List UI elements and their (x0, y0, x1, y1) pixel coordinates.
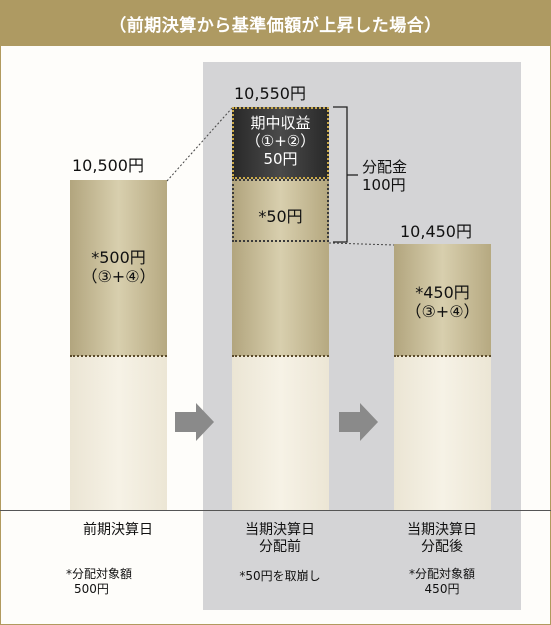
column-before-caption: 当期決算日 分配前 (210, 522, 350, 556)
income-label-line1: 期中収益 (250, 114, 311, 132)
after-bar-principal (394, 356, 491, 510)
before-bar-distributable (232, 242, 329, 356)
after-bar-label: *450円 （③+④） (394, 283, 491, 321)
column-before-title: 当期決算日 (245, 522, 315, 538)
distribution-label-line1: 分配金 (362, 158, 408, 176)
column-prev-note-line2: 500円 (74, 582, 109, 596)
after-bar-distributable (394, 244, 491, 356)
baseline (0, 510, 551, 511)
column-prev-note-line1: *分配対象額 (66, 567, 133, 581)
prev-bar-label: *500円 （③+④） (70, 248, 167, 286)
income-label-line3: 50円 (263, 150, 298, 168)
column-after-note-line2: 450円 (424, 582, 460, 596)
column-after-caption: 当期決算日 分配後 (372, 522, 512, 556)
before-bar-income (232, 107, 329, 179)
prev-bar-distributable (70, 180, 167, 356)
distribution-label-line2: 100円 (362, 176, 406, 194)
before-bar-drawdown (232, 179, 329, 242)
prev-bar-label-line2: （③+④） (81, 267, 156, 286)
column-prev-caption: 前期決算日 (48, 522, 188, 539)
income-label: 期中収益 （①+②） 50円 (232, 114, 329, 168)
diagram-title: （前期決算から基準価額が上昇した場合） (0, 0, 551, 46)
after-bar-label-line1: *450円 (415, 283, 470, 302)
column-before-note: *50円を取崩し (239, 569, 321, 583)
column-after-note: *分配対象額 450円 (372, 567, 512, 597)
before-price: 10,550円 (234, 84, 306, 103)
prev-price: 10,500円 (72, 156, 144, 175)
column-prev-title: 前期決算日 (83, 522, 153, 538)
column-prev-note: *分配対象額 500円 (66, 567, 132, 597)
prev-bar-label-line1: *500円 (91, 248, 146, 267)
column-after-title: 当期決算日 (407, 522, 477, 538)
column-before-sub: 分配前 (259, 539, 301, 555)
after-price: 10,450円 (400, 222, 472, 241)
after-bar-label-line2: （③+④） (405, 302, 480, 321)
column-after-sub: 分配後 (421, 539, 463, 555)
drawdown-label: *50円 (258, 207, 303, 226)
distribution-label: 分配金 100円 (362, 158, 407, 194)
before-bar-divider (232, 355, 329, 357)
prev-bar-principal (70, 356, 167, 510)
after-bar-divider (394, 355, 491, 357)
column-after-note-line1: *分配対象額 (408, 567, 475, 581)
before-bar-principal (232, 356, 329, 510)
prev-bar-divider (70, 355, 167, 357)
income-label-line2: （①+②） (245, 132, 316, 150)
